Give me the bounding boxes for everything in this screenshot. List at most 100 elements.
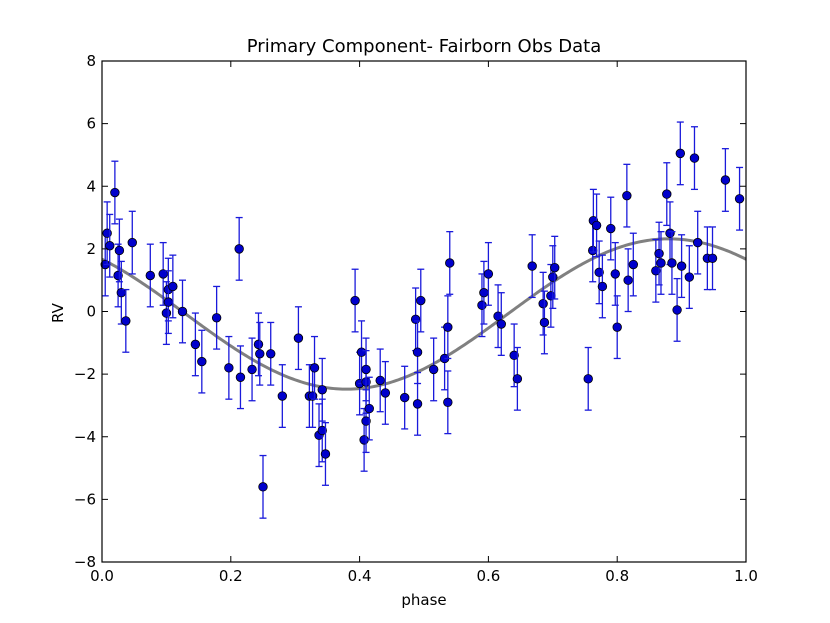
- data-point: [662, 162, 672, 227]
- y-tick-label: 4: [86, 177, 96, 195]
- data-point: [707, 226, 718, 291]
- x-tick-label: 1.0: [734, 567, 758, 585]
- point-marker: [622, 190, 632, 201]
- point-marker: [676, 261, 687, 271]
- point-marker: [190, 339, 201, 350]
- point-marker: [113, 270, 123, 281]
- data-point: [667, 231, 677, 295]
- y-tick-label: 2: [86, 240, 96, 258]
- point-marker: [675, 148, 686, 159]
- point-marker: [734, 194, 745, 204]
- data-point: [512, 346, 523, 411]
- data-point: [127, 210, 137, 275]
- point-marker: [606, 223, 616, 234]
- point-marker: [235, 372, 246, 382]
- point-marker: [255, 349, 265, 359]
- point-marker: [720, 175, 731, 185]
- point-marker: [247, 364, 257, 375]
- point-marker: [443, 397, 453, 408]
- data-point: [350, 268, 360, 333]
- fit-curve: [101, 237, 747, 391]
- point-marker: [410, 314, 421, 325]
- data-point: [672, 277, 682, 342]
- data-point: [293, 306, 304, 371]
- data-point: [234, 216, 244, 281]
- data-point: [612, 295, 622, 360]
- data-point: [320, 422, 331, 486]
- data-point: [483, 241, 494, 306]
- point-marker: [628, 259, 639, 270]
- point-marker: [293, 333, 304, 343]
- points-layer: [100, 121, 745, 519]
- point-marker: [364, 403, 374, 414]
- x-axis-label: phase: [401, 591, 446, 609]
- data-point: [676, 234, 687, 299]
- point-marker: [527, 261, 537, 271]
- data-point: [168, 254, 178, 319]
- data-point: [597, 254, 608, 319]
- data-point: [177, 279, 188, 344]
- data-point: [622, 163, 632, 228]
- data-point: [496, 292, 506, 356]
- point-marker: [320, 449, 331, 459]
- point-marker: [623, 275, 633, 285]
- point-marker: [114, 245, 125, 256]
- y-tick-label: 6: [86, 115, 96, 133]
- data-point: [428, 337, 439, 402]
- data-point: [309, 335, 320, 400]
- point-marker: [317, 385, 327, 395]
- data-point: [277, 364, 288, 429]
- point-marker: [512, 374, 523, 384]
- data-point: [527, 234, 537, 299]
- point-marker: [168, 281, 178, 292]
- data-point: [235, 345, 246, 410]
- data-point: [197, 329, 207, 394]
- point-marker: [361, 416, 371, 426]
- point-marker: [197, 356, 207, 367]
- data-point: [399, 365, 410, 430]
- point-marker: [105, 241, 115, 251]
- data-point: [693, 210, 703, 275]
- fit-layer: [101, 237, 747, 391]
- point-marker: [493, 311, 503, 321]
- point-marker: [127, 237, 137, 248]
- point-marker: [548, 272, 558, 282]
- point-marker: [428, 364, 439, 375]
- y-tick-label: −8: [74, 553, 96, 571]
- data-point: [224, 335, 234, 400]
- data-point: [610, 241, 620, 306]
- data-point: [550, 235, 560, 300]
- data-point: [416, 268, 426, 333]
- point-marker: [412, 347, 423, 357]
- point-marker: [597, 281, 608, 292]
- point-marker: [665, 228, 675, 238]
- point-marker: [277, 391, 288, 401]
- data-point: [105, 213, 115, 278]
- point-marker: [496, 319, 506, 329]
- point-marker: [684, 272, 695, 282]
- data-point: [266, 321, 276, 386]
- data-point: [606, 196, 616, 261]
- data-point: [583, 346, 593, 411]
- point-marker: [612, 322, 622, 332]
- point-marker: [253, 339, 264, 350]
- point-marker: [309, 363, 320, 373]
- data-point: [380, 360, 391, 425]
- data-point: [145, 243, 156, 308]
- data-point: [689, 126, 700, 191]
- data-point: [684, 245, 695, 310]
- point-marker: [145, 270, 156, 281]
- point-marker: [610, 269, 620, 279]
- data-point: [720, 148, 731, 212]
- data-point: [211, 285, 222, 350]
- axes-layer: 0.0 0.2 0.4 0.6 0.8 1.0 −8 −6 −4 −2 0 2 4 6 8: [74, 52, 758, 585]
- point-marker: [445, 258, 455, 268]
- point-marker: [509, 350, 519, 361]
- data-point: [114, 218, 125, 283]
- data-point: [258, 454, 268, 519]
- data-point: [656, 231, 666, 295]
- point-marker: [224, 363, 234, 373]
- data-point: [116, 260, 127, 325]
- data-point: [493, 284, 503, 349]
- y-axis-label: RV: [49, 302, 67, 323]
